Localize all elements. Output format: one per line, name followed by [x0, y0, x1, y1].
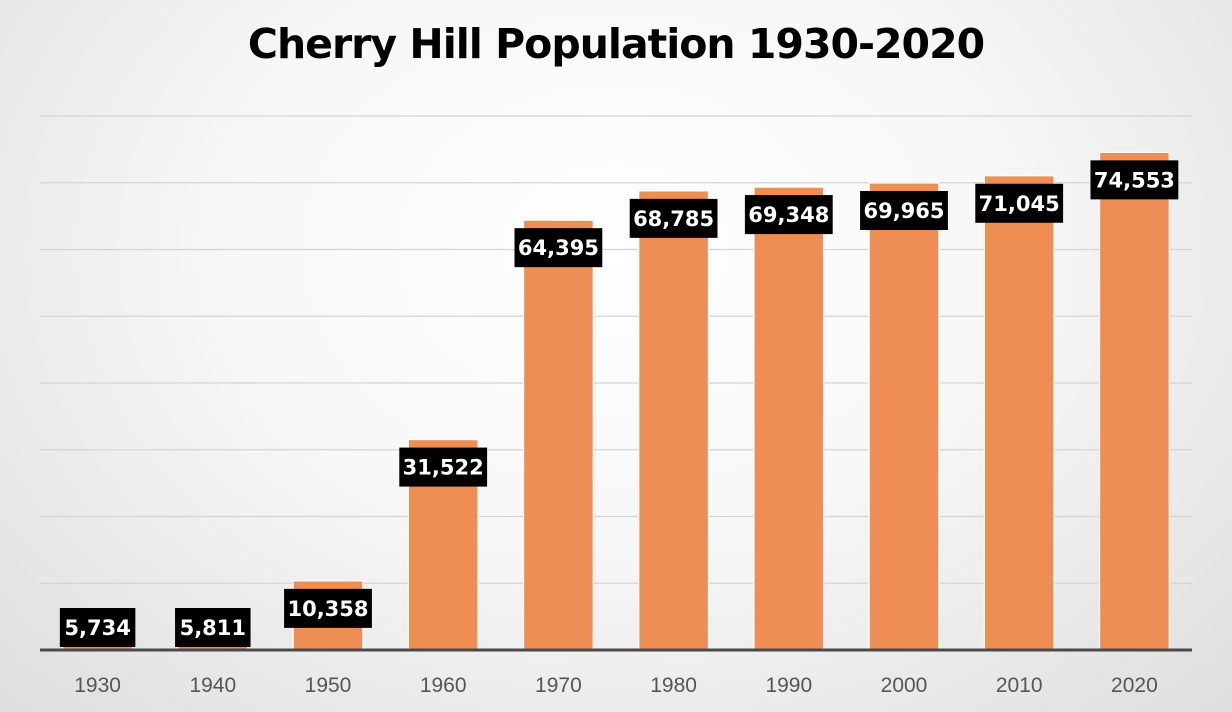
bar-2000 — [868, 182, 940, 651]
chart-title: Cherry Hill Population 1930-2020 — [247, 20, 985, 68]
x-tick-label: 1940 — [189, 674, 236, 697]
bar-1980 — [638, 190, 710, 651]
x-tick-label: 2010 — [996, 674, 1043, 697]
data-label: 10,358 — [287, 597, 368, 621]
data-label: 69,965 — [863, 199, 944, 223]
data-label: 69,348 — [748, 203, 829, 227]
x-tick-label: 1930 — [74, 674, 121, 697]
bars — [62, 151, 1170, 651]
bar-2020 — [1098, 151, 1170, 651]
data-label-box — [284, 588, 372, 628]
x-tick-label: 1970 — [535, 674, 582, 697]
x-tick-label: 2020 — [1111, 674, 1158, 697]
data-label: 5,734 — [64, 616, 130, 640]
data-labels: 5,734 5,811 10,358 31,522 64,395 68,785 69,348… — [59, 160, 1179, 647]
data-label-box — [975, 183, 1064, 223]
data-label-box — [59, 608, 136, 647]
bar-2010 — [983, 175, 1055, 651]
data-label: 74,553 — [1094, 168, 1175, 192]
data-label-box — [514, 228, 603, 268]
x-tick-label: 1980 — [650, 674, 697, 697]
data-label: 5,811 — [180, 616, 246, 640]
x-tick-label: 1960 — [420, 674, 467, 697]
data-label-box — [399, 447, 488, 487]
data-label: 68,785 — [633, 207, 714, 231]
data-label-box — [1090, 160, 1179, 200]
x-tick-label: 2000 — [881, 674, 928, 697]
data-label-box — [744, 195, 833, 235]
bar-1990 — [753, 186, 825, 651]
bar-1970 — [522, 219, 594, 651]
data-label-box — [629, 198, 718, 238]
data-label-box — [175, 608, 251, 647]
x-tick-label: 1950 — [305, 674, 352, 697]
data-label: 64,395 — [518, 236, 599, 260]
data-label: 71,045 — [979, 192, 1060, 216]
x-tick-label: 1990 — [765, 674, 812, 697]
x-tick-labels: 1930 1940 1950 1960 1970 1980 1990 2000 2010 2020 — [74, 674, 1158, 697]
data-label-box — [860, 190, 948, 230]
data-label: 31,522 — [403, 456, 484, 480]
